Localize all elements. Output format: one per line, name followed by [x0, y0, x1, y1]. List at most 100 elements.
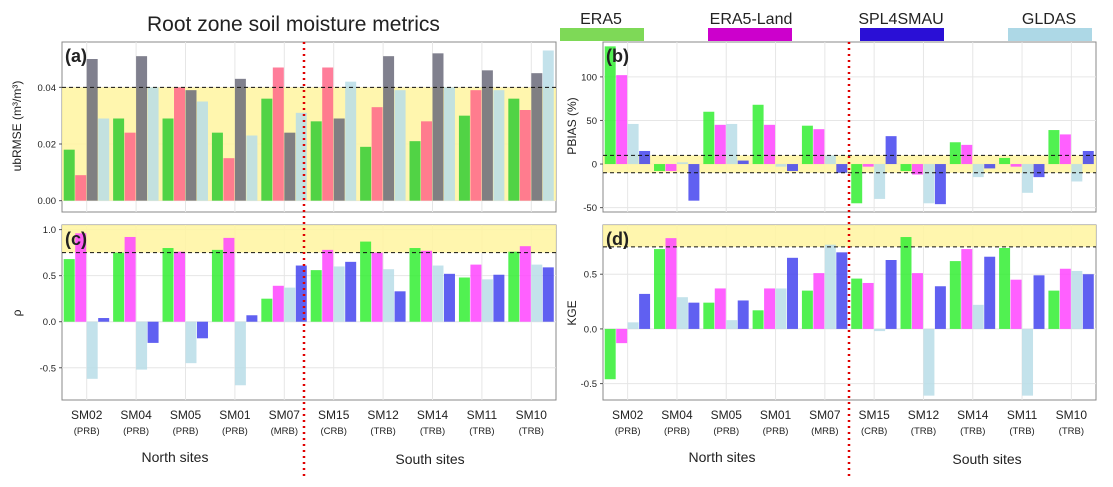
- bar-sm10-s3: [531, 264, 543, 322]
- x-tick-basin-sm07: (MRB): [271, 426, 298, 437]
- x-tick-basin-sm05: (PRB): [173, 426, 199, 437]
- bar-sm12-s4: [394, 90, 406, 201]
- x-tick-basin-sm01: (PRB): [763, 426, 789, 437]
- bar-sm15-s3: [874, 164, 886, 199]
- legend-swatch-spl4smau: [860, 28, 944, 41]
- bar-sm11-s2: [1010, 279, 1022, 329]
- legend-swatch-gldas: [1008, 28, 1092, 41]
- bar-sm02-s1: [604, 46, 616, 165]
- bar-sm12-s3: [923, 328, 935, 396]
- legend-label-era5-land: ERA5-Land: [710, 11, 793, 28]
- bar-sm11-s3: [1022, 164, 1034, 193]
- bar-sm02-s2: [75, 175, 87, 201]
- bar-sm04-s3: [136, 56, 148, 201]
- y-tick-label: -0.5: [581, 379, 597, 390]
- bar-sm14-s4: [984, 256, 996, 329]
- bar-sm10-s4: [542, 50, 554, 201]
- x-tick-label-sm02: SM02: [71, 408, 103, 422]
- bar-sm14-s4: [443, 87, 455, 201]
- bar-sm05-s3: [726, 320, 738, 329]
- bar-sm10-s3: [531, 73, 543, 201]
- bar-sm10-s3: [1071, 270, 1083, 329]
- legend-swatch-era5-land: [708, 28, 792, 41]
- bar-sm15-s4: [345, 261, 357, 322]
- bar-sm01-s3: [775, 164, 787, 167]
- bar-sm14-s1: [409, 248, 421, 322]
- bar-sm14-s1: [949, 261, 961, 329]
- bar-sm11-s2: [1010, 164, 1022, 167]
- bar-sm07-s2: [813, 273, 825, 329]
- bar-sm02-s3: [86, 321, 98, 379]
- bar-sm04-s2: [124, 132, 136, 201]
- bar-sm02-s1: [63, 259, 75, 322]
- x-tick-basin-sm11: (TRB): [469, 426, 494, 437]
- bar-sm04-s1: [654, 249, 665, 329]
- bar-sm15-s2: [862, 164, 874, 167]
- x-tick-label-sm05: SM05: [711, 408, 743, 422]
- x-tick-label-sm01: SM01: [219, 408, 251, 422]
- x-tick-label-sm02: SM02: [612, 408, 644, 422]
- bar-sm02-s2: [616, 328, 628, 344]
- bar-sm15-s1: [310, 121, 322, 201]
- bar-sm10-s3: [1071, 164, 1083, 182]
- bar-sm01-s4: [246, 315, 258, 322]
- bar-sm05-s1: [162, 118, 174, 201]
- bar-sm15-s2: [322, 249, 334, 322]
- bar-sm14-s4: [443, 273, 455, 322]
- bar-sm01-s3: [234, 78, 246, 201]
- x-tick-label-sm12: SM12: [908, 408, 940, 422]
- bar-sm15-s4: [345, 81, 357, 201]
- x-tick-label-sm15: SM15: [318, 408, 350, 422]
- bar-sm12-s2: [371, 252, 383, 322]
- bar-sm01-s2: [764, 288, 776, 329]
- bar-sm15-s2: [862, 282, 874, 329]
- x-tick-label-sm10: SM10: [516, 408, 548, 422]
- bar-sm10-s1: [1048, 290, 1060, 329]
- bar-sm05-s3: [185, 321, 197, 364]
- bar-sm04-s4: [688, 164, 700, 201]
- bar-sm15-s3: [333, 118, 345, 201]
- x-tick-basin-sm04: (PRB): [664, 426, 690, 437]
- x-tick-basin-sm05: (PRB): [713, 426, 739, 437]
- bar-sm04-s1: [113, 118, 125, 201]
- bar-sm15-s3: [874, 328, 886, 332]
- x-axes: SM02 (PRB) SM04 (PRB) SM05 (PRB) SM01 (PRB) SM07…: [71, 408, 1087, 437]
- bar-sm07-s4: [295, 265, 307, 322]
- bar-sm05-s4: [196, 101, 208, 201]
- bar-sm10-s4: [1082, 274, 1094, 329]
- x-tick-label-sm10: SM10: [1056, 408, 1088, 422]
- panel-b: -50 0 50 100 (b) PBIAS (%): [565, 41, 1097, 214]
- bar-sm14-s3: [972, 304, 984, 329]
- x-tick-label-sm07: SM07: [269, 408, 301, 422]
- bar-sm10-s4: [542, 267, 554, 322]
- bar-sm02-s4: [98, 318, 110, 322]
- x-tick-basin-sm15: (CRB): [861, 426, 887, 437]
- bar-sm04-s3: [676, 162, 688, 165]
- bar-sm07-s4: [295, 112, 307, 201]
- x-tick-label-sm01: SM01: [760, 408, 792, 422]
- bar-sm12-s1: [360, 146, 372, 201]
- bar-sm02-s2: [616, 75, 628, 165]
- bar-sm12-s2: [371, 107, 383, 201]
- bar-sm10-s2: [1059, 134, 1071, 165]
- bar-sm04-s4: [147, 87, 159, 201]
- bar-sm10-s4: [1082, 150, 1094, 165]
- x-tick-basin-sm01: (PRB): [222, 426, 248, 437]
- bar-sm04-s2: [124, 236, 136, 322]
- bar-sm12-s4: [934, 286, 946, 329]
- bar-sm12-s1: [900, 237, 912, 329]
- legend-label-gldas: GLDAS: [1022, 11, 1076, 28]
- bar-sm10-s2: [519, 110, 531, 201]
- bar-sm12-s2: [911, 164, 923, 175]
- x-tick-basin-sm11: (TRB): [1009, 426, 1034, 437]
- x-tick-label-sm14: SM14: [417, 408, 449, 422]
- x-tick-label-sm11: SM11: [1007, 408, 1038, 422]
- bar-sm12-s3: [383, 56, 395, 201]
- bar-sm04-s3: [136, 321, 148, 370]
- y-tick-label: 0.02: [38, 140, 57, 151]
- bar-sm12-s4: [934, 164, 946, 205]
- bar-sm12-s1: [900, 164, 912, 172]
- bar-sm12-s2: [911, 273, 923, 329]
- bar-sm11-s3: [481, 279, 493, 322]
- x-tick-basin-sm04: (PRB): [123, 426, 149, 437]
